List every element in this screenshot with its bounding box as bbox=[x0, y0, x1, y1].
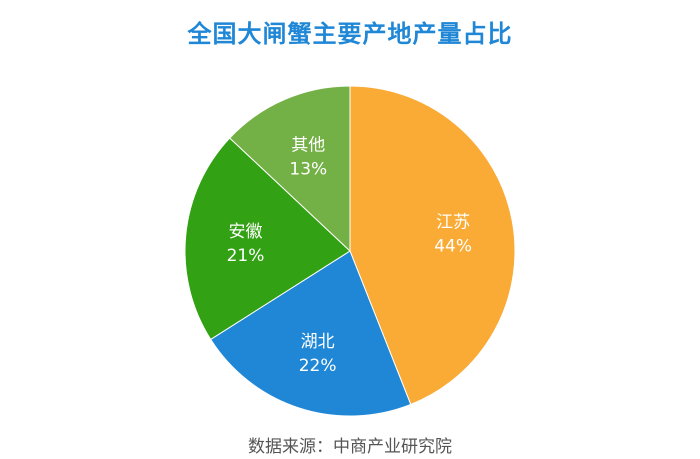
slice-label-hubei: 湖北 bbox=[301, 332, 335, 352]
slice-value-jiangsu: 44% bbox=[434, 236, 472, 256]
pie-slices bbox=[184, 85, 516, 417]
chart-title: 全国大闸蟹主要产地产量占比 bbox=[187, 20, 513, 48]
slice-value-hubei: 22% bbox=[299, 356, 337, 376]
slice-label-jiangsu: 江苏 bbox=[436, 212, 470, 232]
slice-value-anhui: 21% bbox=[227, 246, 265, 266]
slice-label-other: 其他 bbox=[291, 136, 325, 156]
slice-label-anhui: 安徽 bbox=[229, 222, 263, 242]
pie-slice-other bbox=[229, 85, 351, 253]
pie-slice-hubei bbox=[209, 250, 412, 417]
pie-slice-jiangsu bbox=[349, 85, 516, 406]
pie-labels: 江苏 44% 湖北 22% 安徽 21% 其他 13% bbox=[227, 136, 472, 376]
source-note: 数据来源：中商产业研究院 bbox=[248, 437, 452, 457]
pie-slice-anhui bbox=[184, 137, 351, 341]
slice-value-other: 13% bbox=[289, 160, 327, 180]
